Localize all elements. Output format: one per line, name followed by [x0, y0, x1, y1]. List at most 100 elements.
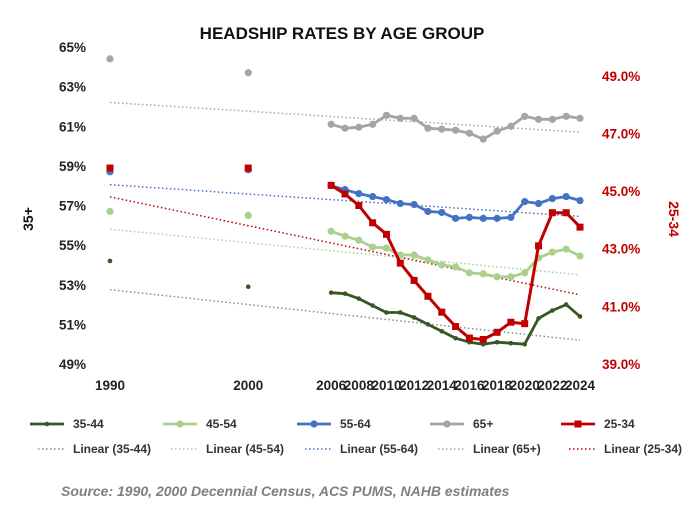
left-tick-label: 55%: [59, 238, 86, 253]
data-point: [425, 322, 431, 327]
legend-swatch-marker: [443, 420, 451, 428]
right-axis-label: 25-34: [666, 201, 682, 237]
data-point: [562, 192, 570, 201]
data-point: [327, 120, 335, 128]
right-tick-label: 39.0%: [602, 357, 640, 372]
data-point: [576, 223, 584, 231]
trendline-linear-45-54: [109, 228, 581, 276]
data-point: [438, 308, 446, 316]
data-point: [493, 214, 501, 222]
source-note: Source: 1990, 2000 Decennial Census, ACS…: [61, 483, 510, 499]
data-point: [439, 329, 445, 334]
data-point: [411, 315, 417, 320]
data-point: [341, 190, 349, 198]
data-point: [396, 199, 404, 208]
series-line-55-64: [330, 184, 581, 220]
x-tick-label: 2014: [427, 378, 458, 393]
data-point: [521, 269, 529, 277]
right-axis-title: 25-34: [666, 201, 682, 237]
data-point: [548, 248, 556, 256]
legend-swatch-marker: [44, 421, 50, 427]
left-axis-label: 35+: [20, 207, 36, 231]
x-tick-label: 2022: [537, 378, 567, 393]
data-point: [479, 336, 487, 344]
data-point: [355, 202, 363, 209]
data-point: [493, 328, 501, 336]
data-point: [327, 181, 335, 189]
legend-swatch-marker: [310, 420, 318, 428]
data-point: [106, 207, 114, 216]
data-point: [341, 232, 349, 240]
legend: 35-44 45-54 55-64 65+ 25-34 Linear (35-44) Lin…: [30, 417, 682, 456]
data-point: [465, 129, 474, 137]
data-point: [396, 114, 404, 122]
data-point: [438, 125, 446, 133]
trendline-linear-65: [109, 101, 581, 133]
data-point: [534, 199, 543, 208]
data-point: [382, 244, 391, 252]
data-point: [548, 115, 556, 123]
trendlines: [109, 101, 581, 341]
left-axis-title: 35+: [20, 207, 36, 231]
data-point: [465, 269, 474, 277]
data-point: [370, 303, 375, 308]
data-point: [369, 120, 377, 128]
x-tick-label: 2006: [316, 378, 347, 393]
series-25-34: [106, 164, 584, 344]
legend-item-55-64: 55-64: [297, 417, 371, 431]
right-tick-label: 41.0%: [602, 299, 640, 314]
legend-item-linear-45-54: Linear (45-54): [171, 442, 284, 456]
data-point: [410, 251, 418, 259]
data-point: [453, 335, 458, 341]
data-point: [465, 213, 474, 221]
legend-item-linear-25-34: Linear (25-34): [569, 442, 682, 456]
data-point: [507, 318, 515, 326]
data-point: [382, 195, 391, 204]
data-point: [438, 208, 446, 217]
left-tick-label: 53%: [59, 278, 86, 293]
data-point: [548, 194, 556, 203]
data-point: [244, 211, 252, 220]
x-axis-ticks: 1990 2000 20062008201020122014201620182020…: [95, 378, 596, 393]
data-point: [355, 123, 363, 131]
legend-item-linear-65: Linear (65+): [438, 442, 541, 456]
data-point: [521, 320, 529, 328]
right-tick-label: 45.0%: [602, 184, 640, 199]
x-tick-label: 2008: [344, 378, 375, 393]
right-tick-label: 43.0%: [602, 242, 640, 257]
legend-swatch-marker: [574, 420, 582, 428]
left-tick-label: 59%: [59, 159, 86, 174]
legend-label: 45-54: [206, 417, 237, 431]
data-point: [355, 190, 363, 198]
x-tick-label: 2018: [482, 378, 513, 393]
data-point: [451, 214, 460, 222]
legend-item-linear-35-44: Linear (35-44): [38, 442, 151, 456]
data-point: [576, 252, 584, 260]
data-point: [438, 261, 446, 269]
data-point: [465, 334, 473, 342]
data-point: [562, 112, 570, 120]
data-point: [106, 55, 114, 63]
data-point: [244, 164, 252, 172]
x-tick-label: 2024: [565, 378, 596, 393]
data-point: [562, 245, 570, 253]
right-axis-ticks: 39.0% 41.0% 43.0% 45.0% 47.0% 49.0%: [602, 69, 640, 372]
legend-item-45-54: 45-54: [163, 417, 237, 431]
right-tick-label: 47.0%: [602, 126, 640, 141]
legend-label: Linear (65+): [473, 442, 541, 456]
data-point: [479, 270, 487, 278]
chart-title: HEADSHIP RATES BY AGE GROUP: [200, 24, 485, 43]
data-series: [106, 55, 584, 347]
data-point: [577, 314, 583, 319]
left-tick-label: 57%: [59, 199, 86, 214]
data-point: [328, 290, 334, 295]
data-point: [563, 302, 569, 307]
legend-label: 65+: [473, 417, 493, 431]
data-point: [424, 256, 432, 264]
data-point: [493, 273, 501, 281]
trendline-linear-25-34: [109, 196, 581, 296]
data-point: [521, 112, 529, 120]
data-point: [341, 124, 349, 132]
data-point: [369, 219, 377, 227]
data-point: [369, 243, 377, 251]
